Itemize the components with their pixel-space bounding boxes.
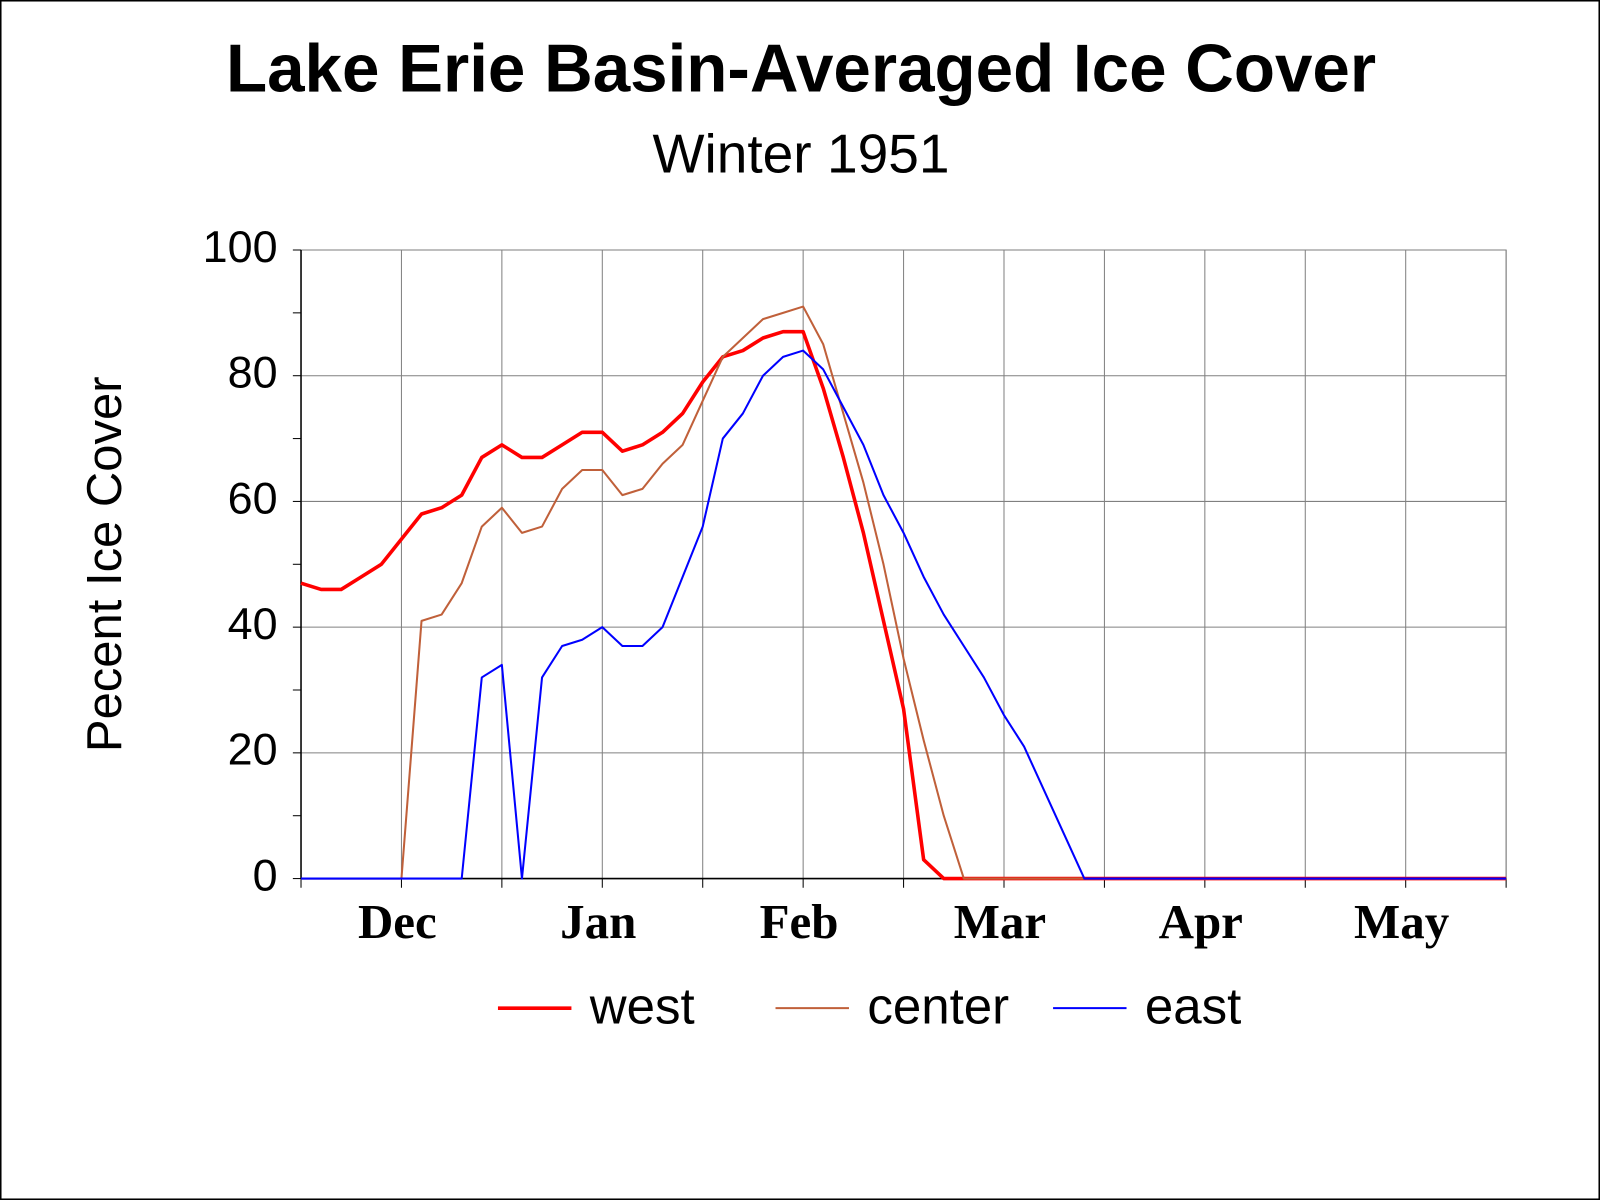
y-tick-label: 0 (253, 849, 278, 900)
x-tick-label: Jan (560, 894, 636, 949)
y-tick-label: 80 (228, 347, 278, 398)
x-tick-label: Dec (358, 894, 437, 949)
y-tick-label: 100 (203, 221, 278, 272)
x-tick-label: Mar (954, 894, 1046, 949)
x-tick-label: Feb (760, 894, 839, 949)
chart-subtitle: Winter 1951 (652, 123, 949, 185)
x-tick-label: Apr (1159, 894, 1243, 949)
legend-label: west (589, 978, 695, 1035)
legend-label: east (1145, 978, 1241, 1035)
x-tick-label: May (1354, 894, 1449, 949)
y-axis-label: Pecent Ice Cover (78, 376, 132, 752)
series-line (301, 349, 1507, 880)
y-tick-label: 40 (228, 598, 278, 649)
chart-title: Lake Erie Basin-Averaged Ice Cover (226, 31, 1376, 106)
legend-label: center (867, 978, 1009, 1035)
y-tick-label: 20 (228, 724, 278, 775)
y-tick-label: 60 (228, 472, 278, 523)
